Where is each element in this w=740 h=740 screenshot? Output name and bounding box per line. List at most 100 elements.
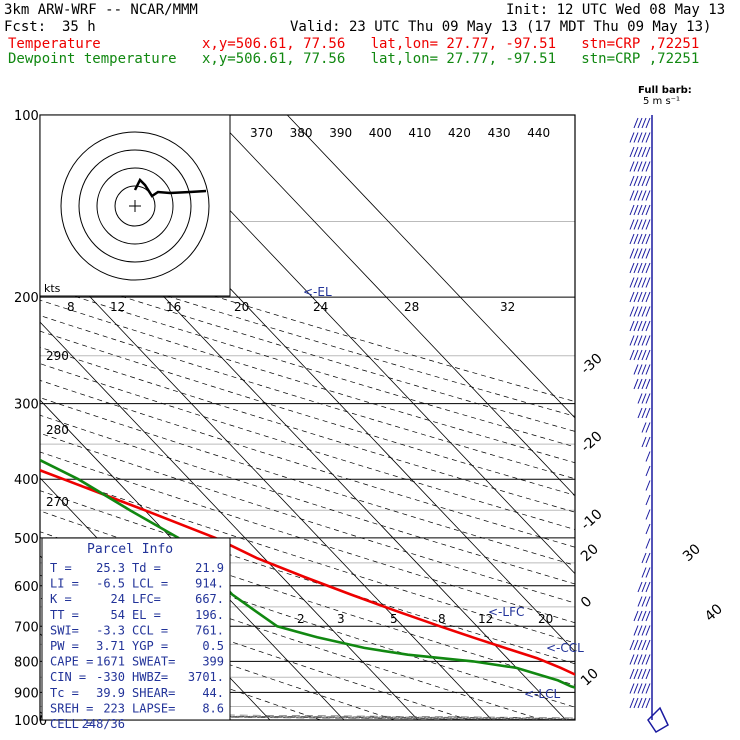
- grid-layer: [39, 114, 576, 721]
- wind-barb: [629, 248, 653, 261]
- dewpoint-location: x,y=506.61, 77.56 lat,lon= 27.77, -97.51…: [202, 51, 700, 67]
- parcel-value: 8.6: [202, 701, 224, 715]
- parcel-label: CELL =: [50, 717, 93, 731]
- hodograph-ring: [114, 185, 156, 227]
- isotherm-line: [40, 321, 419, 720]
- wind-barb: [641, 436, 653, 449]
- parcel-label: PW =: [50, 639, 79, 653]
- pressure-tick-label: 900: [14, 686, 39, 701]
- wind-barb: [629, 335, 653, 348]
- model-title: 3km ARW-WRF -- NCAR/MMM: [4, 2, 198, 18]
- wind-barb: [629, 204, 653, 217]
- dry-adiabat: [40, 241, 575, 402]
- parcel-value: 248/36: [82, 717, 125, 731]
- isotherm-label: 20: [578, 541, 602, 565]
- parcel-value: -330: [96, 670, 125, 684]
- parcel-label: SWEAT=: [132, 655, 175, 669]
- parcel-label: SREH =: [50, 701, 93, 715]
- hodograph-ring-label: 8: [67, 300, 75, 314]
- hodograph-ring: [78, 149, 192, 263]
- parcel-label: YGP =: [132, 639, 168, 653]
- wind-barb: [645, 509, 653, 522]
- dry-adiabat: [40, 346, 575, 513]
- wind-barb: [633, 610, 653, 623]
- wind-barb: [629, 175, 653, 188]
- hodograph-ring: [60, 131, 210, 281]
- parcel-label: CAPE =: [50, 655, 93, 669]
- temperature-curve: [40, 468, 575, 676]
- barb-legend-title: Full barb:: [638, 85, 692, 96]
- pressure-tick-label: 500: [14, 532, 39, 547]
- isotherm-line: [286, 115, 575, 419]
- wind-barb: [637, 581, 653, 594]
- wind-barb: [629, 132, 653, 145]
- dry-adiabat: [40, 284, 575, 448]
- theta-label: 290: [46, 349, 69, 363]
- wind-barb: [629, 306, 653, 319]
- parcel-label: Tc =: [50, 686, 79, 700]
- isotherm-label: -30: [578, 351, 606, 378]
- pressure-tick-label: 300: [14, 398, 39, 413]
- dry-adiabat: [40, 574, 469, 720]
- plot-frame: [39, 114, 576, 721]
- wind-barbs: Full barb:5 m s⁻¹: [629, 85, 692, 734]
- theta-label: 390: [329, 126, 352, 140]
- parcel-value: 196.: [195, 608, 224, 622]
- wind-barb: [645, 523, 653, 536]
- mixing-ratio-label: 2: [297, 612, 305, 626]
- wind-barb: [629, 219, 653, 232]
- wind-barb: [629, 190, 653, 203]
- parcel-value: 54: [111, 608, 125, 622]
- hodograph-ring-label: 28: [404, 300, 419, 314]
- dry-adiabat: [40, 315, 575, 480]
- isotherm-label: 30: [680, 541, 704, 565]
- parcel-value: 1671: [96, 655, 125, 669]
- pressure-tick-label: 400: [14, 473, 39, 488]
- hodograph: kts: [39, 114, 231, 297]
- chart-header: 3km ARW-WRF -- NCAR/MMM Init: 12 UTC Wed…: [0, 0, 740, 70]
- pressure-tick-label: 700: [14, 620, 39, 635]
- wind-barb: [629, 262, 653, 275]
- parcel-value: 0.5: [202, 639, 224, 653]
- wind-barb: [629, 697, 653, 710]
- mixing-ratio-label: 20: [538, 612, 553, 626]
- parcel-label: LAPSE=: [132, 701, 175, 715]
- isotherm-label: -10: [578, 506, 606, 533]
- wind-barb: [629, 320, 653, 333]
- parcel-label: SHEAR=: [132, 686, 175, 700]
- hodograph-ring-label: 24: [313, 300, 328, 314]
- parcel-label: SWI=: [50, 623, 79, 637]
- isotherm-line: [40, 243, 493, 720]
- dry-adiabat: [40, 490, 575, 665]
- wind-barb: [629, 654, 653, 667]
- parcel-value: -3.3: [96, 623, 125, 637]
- temperature-location: x,y=506.61, 77.56 lat,lon= 27.77, -97.51…: [202, 36, 700, 52]
- pressure-tick-label: 100: [14, 109, 39, 124]
- theta-label: 380: [290, 126, 313, 140]
- hodograph-ring-label: 32: [500, 300, 515, 314]
- theta-label: 410: [408, 126, 431, 140]
- parcel-value: 223: [103, 701, 125, 715]
- wind-barb: [641, 552, 653, 565]
- mixing-ratio-label: 5: [390, 612, 398, 626]
- parcel-value: 21.9: [195, 561, 224, 575]
- temperature-legend: Temperature: [8, 36, 101, 52]
- wind-barb: [637, 393, 653, 406]
- parcel-label: Td =: [132, 561, 161, 575]
- wind-barb: [645, 480, 653, 493]
- parcel-value: 761.: [195, 623, 224, 637]
- parcel-value: 3.71: [96, 639, 125, 653]
- parcel-label: LI =: [50, 577, 79, 591]
- mixing-ratio-label: 8: [438, 612, 446, 626]
- theta-label: 440: [527, 126, 550, 140]
- wind-barb: [633, 364, 653, 377]
- theta-label: 280: [46, 423, 69, 437]
- parcel-label: LFC=: [132, 592, 161, 606]
- hodograph-units: kts: [44, 282, 61, 295]
- dry-adiabat: [40, 414, 575, 585]
- parcel-label: T =: [50, 561, 72, 575]
- parcel-label: TT =: [50, 608, 79, 622]
- theta-label: 270: [46, 495, 69, 509]
- wind-barb: [637, 407, 653, 420]
